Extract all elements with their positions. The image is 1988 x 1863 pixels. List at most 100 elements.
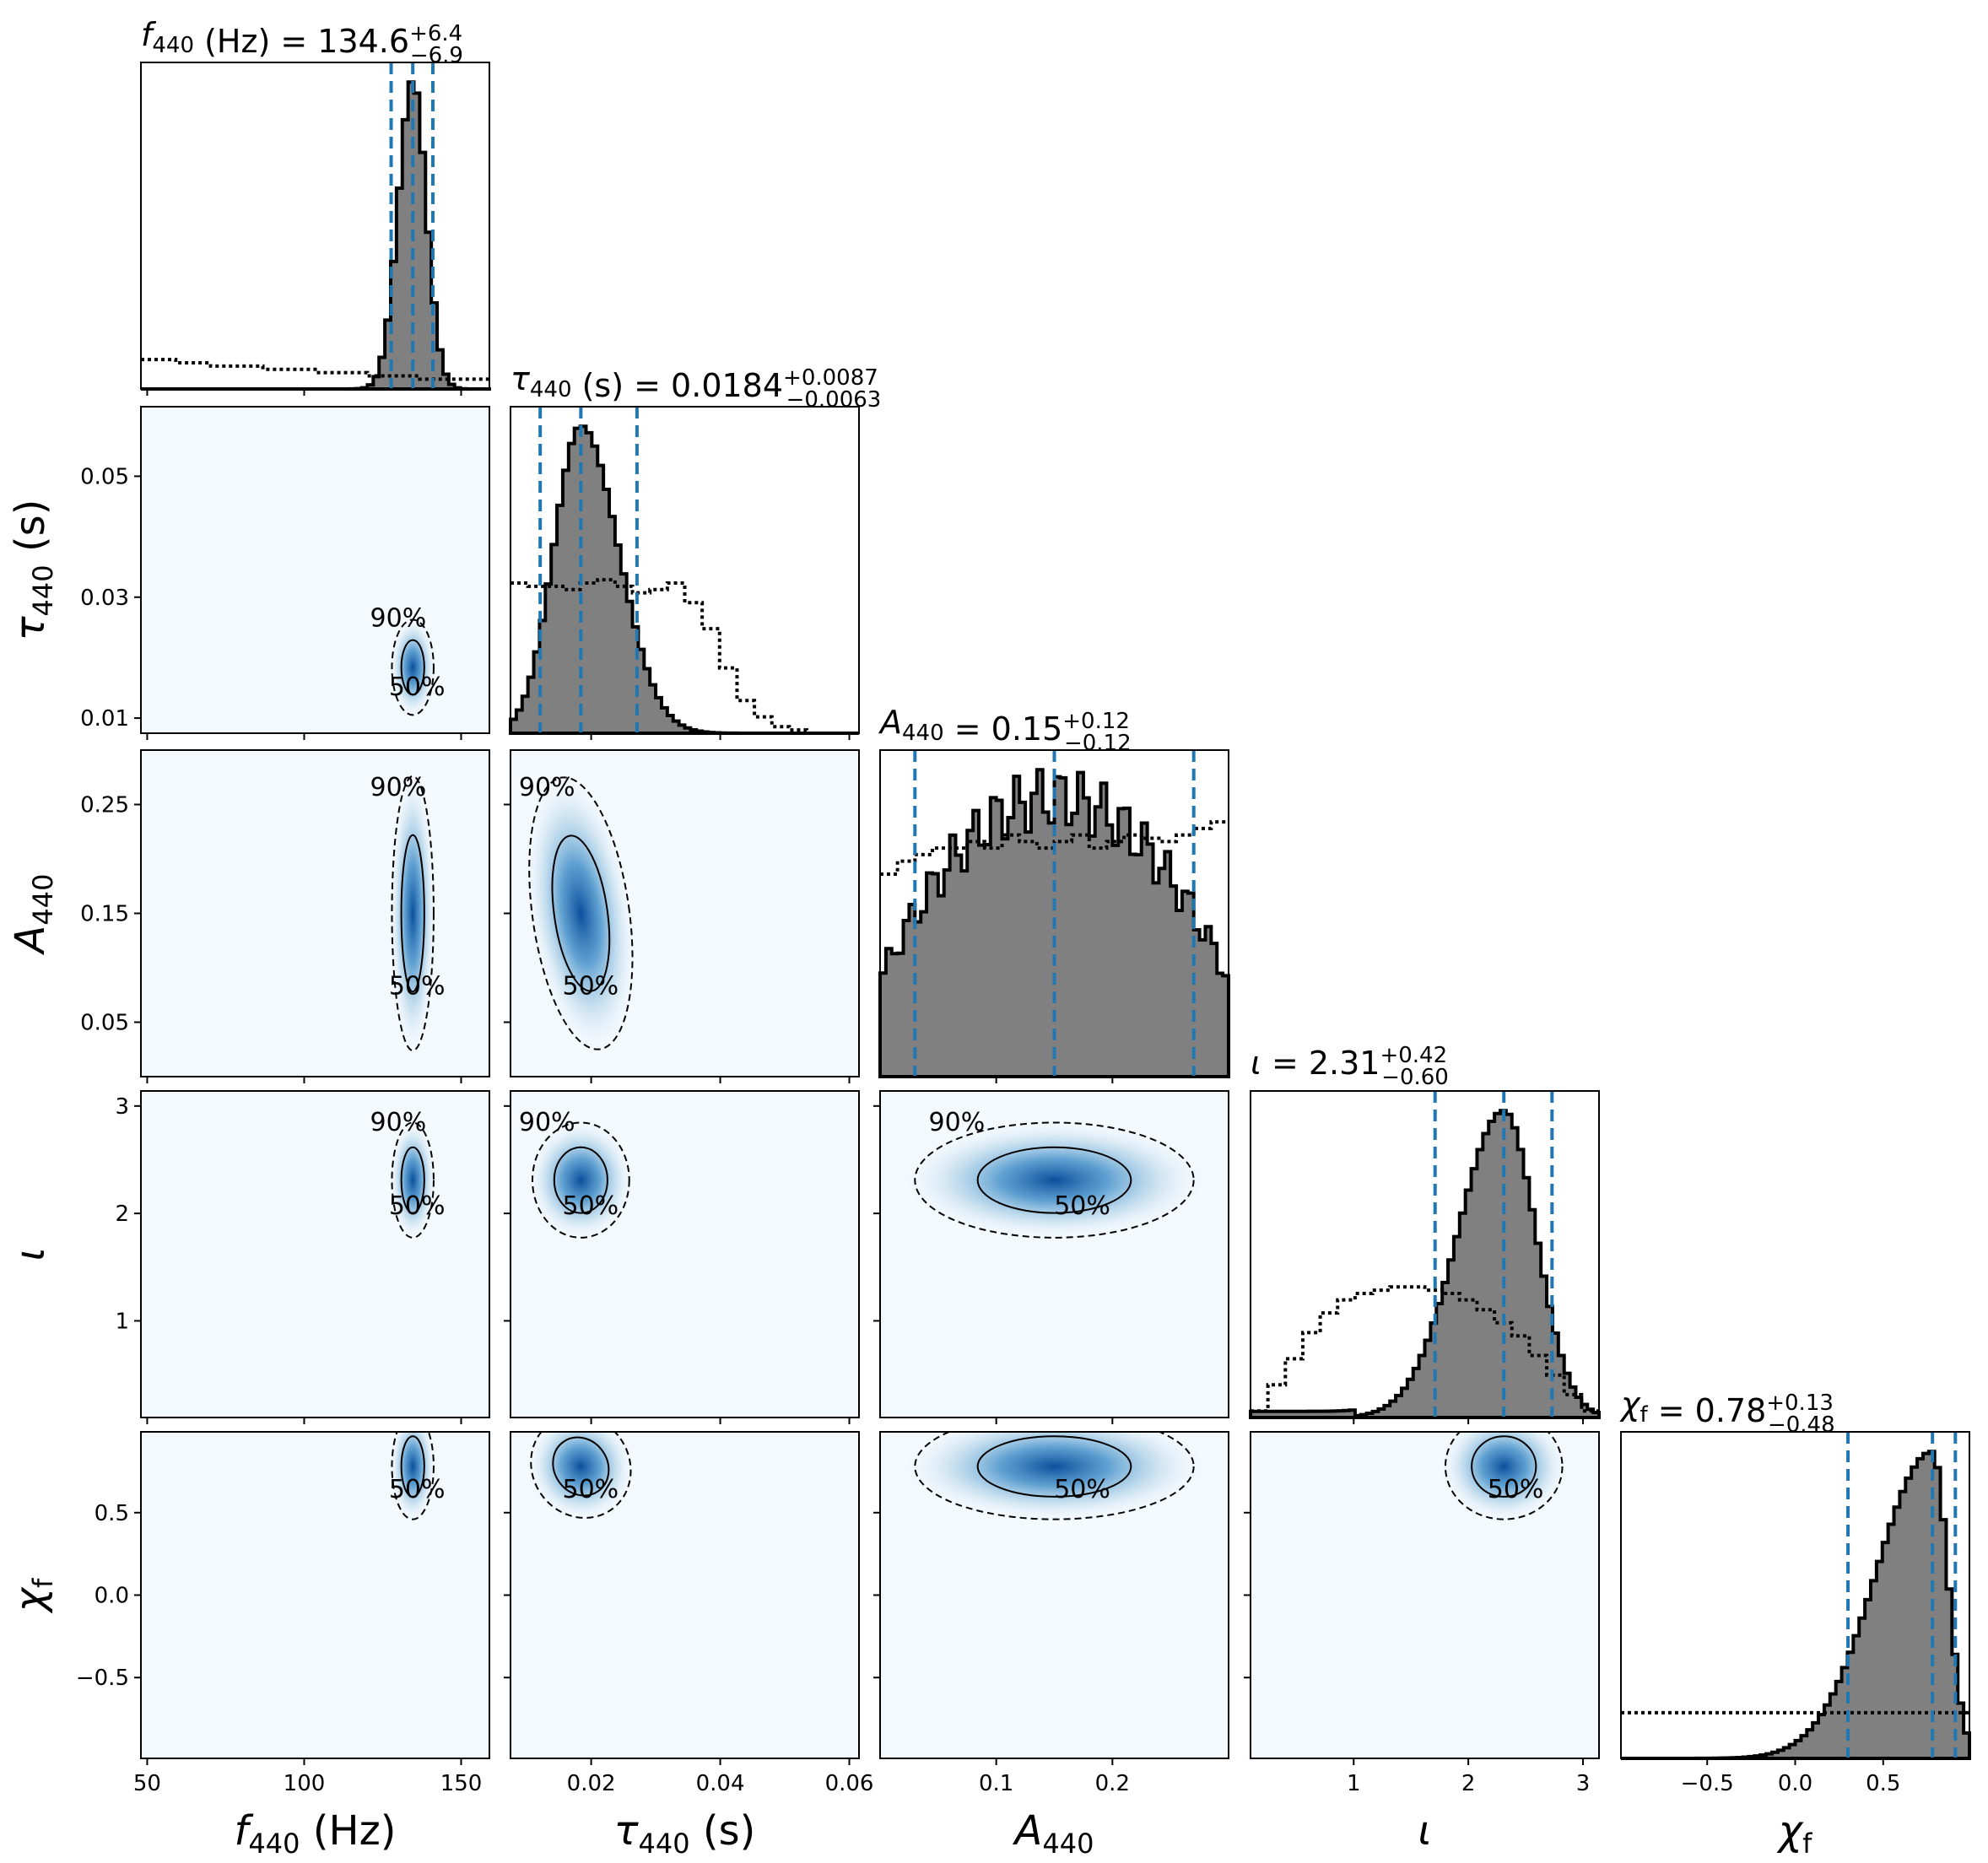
x-tick-label: 3 [1576, 1771, 1591, 1796]
pair-panel-A440-chif: 50%90% [879, 1431, 1229, 1759]
y-tick-label: 0.0 [95, 1584, 129, 1609]
contour-50 [551, 834, 611, 992]
contour-label: 90% [370, 604, 427, 634]
contour-label: 90% [519, 1108, 575, 1137]
contour-label: 50% [389, 672, 446, 702]
prior-histogram [141, 358, 489, 381]
panel-title: ι = 2.31+0.42 −0.60 [1251, 1043, 1449, 1090]
x-tick-label: 50 [133, 1771, 161, 1796]
contour-label: 50% [1488, 1475, 1544, 1504]
contour-50 [976, 1435, 1132, 1498]
x-tick-label: 0.04 [696, 1771, 745, 1796]
contour-90 [914, 1121, 1195, 1239]
contour-label: 50% [389, 1475, 446, 1504]
y-tick-label: 1 [115, 1309, 129, 1334]
contour-label: 50% [389, 1191, 446, 1221]
prior-histogram [511, 578, 859, 735]
panel-frame [879, 749, 1229, 1077]
contour-50 [976, 1146, 1132, 1214]
contour-50 [400, 1146, 425, 1214]
x-axis-label: χf [1776, 1807, 1812, 1860]
y-tick-label: 0.05 [80, 1011, 129, 1036]
y-tick-label: 0.5 [95, 1501, 129, 1526]
contour-50 [400, 834, 425, 993]
x-axis-label: f440 (Hz) [235, 1807, 397, 1860]
contour-90 [391, 618, 435, 716]
contour-label: 50% [562, 1475, 619, 1504]
panel-background [141, 750, 489, 1077]
x-tick-label: 0.5 [1866, 1771, 1900, 1796]
x-tick-label: 1 [1347, 1771, 1361, 1796]
panel-title: f440 (Hz) = 134.6+6.4 −6.9 [141, 16, 463, 68]
x-tick-label: 100 [284, 1771, 326, 1796]
density-blob [900, 1432, 1208, 1522]
x-tick-label: 0.2 [1095, 1771, 1130, 1796]
contour-90 [391, 1121, 435, 1239]
x-tick-label: 2 [1461, 1771, 1476, 1796]
panel-title: τ440 (s) = 0.0184+0.0087 −0.0063 [511, 360, 881, 413]
y-tick-label: 0.25 [80, 793, 129, 818]
contour-label: 50% [562, 1191, 619, 1221]
contour-50 [1471, 1435, 1537, 1498]
density-blob [389, 1120, 436, 1241]
diag-panel-A440: A440 = 0.15+0.12 −0.12 [878, 704, 1230, 1078]
y-axis-label: ι [7, 1247, 54, 1261]
diag-panel-f440: f440 (Hz) = 134.6+6.4 −6.9 [140, 16, 490, 391]
contour-label: 90% [370, 1108, 427, 1137]
pair-panel-f440-chif: 50%90% [140, 1431, 490, 1759]
x-axis-label: A440 [1013, 1807, 1094, 1860]
density-blob [1440, 1432, 1569, 1522]
x-tick-label: 0.0 [1778, 1771, 1812, 1796]
pair-panel-tau440-iota: 50% 90% [510, 1090, 860, 1418]
contour-label: 50% [1054, 1475, 1110, 1504]
x-axis-label: τ440 (s) [614, 1807, 756, 1860]
contour-label: 90% [370, 773, 427, 802]
pair-panel-tau440-A440: 50% 90% [510, 749, 860, 1077]
diag-panel-chif: χf = 0.78+0.13 −0.48 [1619, 1385, 1971, 1760]
y-tick-label: −0.5 [76, 1666, 129, 1691]
prior-histogram [1251, 1285, 1599, 1413]
contour-90 [1444, 1432, 1564, 1520]
y-tick-label: 0.05 [80, 464, 129, 489]
panel-frame [140, 62, 490, 390]
x-tick-label: 0.1 [979, 1771, 1013, 1796]
y-tick-label: 0.01 [80, 706, 129, 732]
x-tick-label: −0.5 [1681, 1771, 1734, 1796]
contour-90 [528, 776, 634, 1050]
pair-panel-f440-iota: 50% 90% [140, 1090, 490, 1418]
y-axis-label: χf [7, 1578, 59, 1614]
contour-90 [914, 1432, 1195, 1520]
contour-50 [553, 1146, 608, 1214]
y-tick-label: 3 [115, 1094, 129, 1120]
panel-frame [879, 1090, 1229, 1418]
density-blob [900, 1120, 1208, 1241]
density-blob [524, 770, 638, 1056]
contour-90 [530, 1432, 632, 1519]
density-blob [527, 1432, 635, 1521]
contour-label: 50% [1054, 1191, 1110, 1221]
panel-frame [1250, 1090, 1600, 1418]
pair-panel-f440-A440: 50% 90% [140, 749, 490, 1077]
panel-frame [140, 406, 490, 734]
y-axis-label: A440 [7, 874, 59, 956]
contour-90 [391, 775, 435, 1052]
contour-label: 90% [519, 773, 575, 802]
contour-50 [552, 1436, 610, 1497]
density-blob [389, 770, 436, 1057]
x-axis-label: ι [1418, 1807, 1431, 1855]
density-blob [527, 1120, 635, 1241]
contour-90 [532, 1121, 630, 1239]
panel-frame [510, 1090, 860, 1418]
panel-background [141, 1091, 489, 1418]
posterior-histogram [1249, 1109, 1601, 1419]
prior-histogram [880, 820, 1229, 877]
panel-frame [510, 406, 860, 734]
contour-label: 50% [389, 971, 446, 1001]
contour-label: 90% [929, 1108, 986, 1137]
density-blob [390, 1432, 436, 1522]
y-tick-label: 0.03 [80, 586, 129, 611]
y-tick-label: 2 [115, 1202, 129, 1227]
contour-label: 50% [562, 971, 619, 1001]
pair-panel-f440-tau440: 50% 90% [140, 406, 490, 734]
